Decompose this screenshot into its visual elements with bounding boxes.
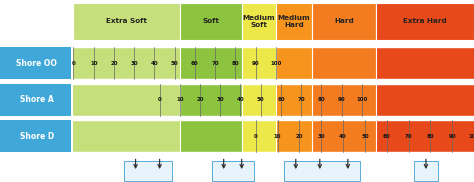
Text: 60: 60 — [383, 134, 391, 139]
Text: 20: 20 — [110, 61, 118, 66]
Bar — [212, 161, 254, 181]
Bar — [276, 47, 312, 79]
Text: 30: 30 — [130, 61, 138, 66]
Bar — [312, 47, 376, 79]
Text: Shore D: Shore D — [19, 132, 54, 141]
Text: 40: 40 — [237, 97, 244, 102]
Text: 90: 90 — [448, 134, 456, 139]
Text: 20: 20 — [196, 97, 204, 102]
Bar — [312, 120, 376, 152]
Text: Extra Soft: Extra Soft — [106, 18, 147, 24]
Text: 0: 0 — [254, 134, 257, 139]
Bar — [242, 3, 276, 40]
Text: 10: 10 — [176, 97, 183, 102]
Bar — [180, 3, 242, 40]
Bar — [312, 3, 376, 40]
Bar — [312, 84, 376, 116]
Text: 10: 10 — [274, 134, 281, 139]
Bar — [284, 161, 360, 181]
Text: 100: 100 — [356, 97, 367, 102]
Text: 90: 90 — [338, 97, 346, 102]
Text: Medium
Soft: Medium Soft — [242, 15, 275, 28]
Bar — [414, 161, 438, 181]
Bar — [276, 3, 312, 40]
Bar — [180, 47, 242, 79]
Text: 30: 30 — [217, 97, 224, 102]
Text: 100: 100 — [468, 134, 474, 139]
Text: 80: 80 — [318, 97, 325, 102]
Text: 0: 0 — [158, 97, 162, 102]
Text: 80: 80 — [427, 134, 434, 139]
Text: 50: 50 — [361, 134, 369, 139]
Bar — [276, 120, 312, 152]
Bar — [73, 47, 474, 79]
Text: 40: 40 — [339, 134, 347, 139]
Text: 60: 60 — [277, 97, 285, 102]
Bar — [242, 84, 276, 116]
Text: 40: 40 — [151, 61, 158, 66]
Bar — [276, 84, 312, 116]
Bar — [0, 84, 71, 116]
Text: 100: 100 — [270, 61, 282, 66]
Bar — [242, 120, 276, 152]
Bar — [376, 47, 474, 79]
Bar — [73, 3, 180, 40]
Bar — [0, 120, 71, 152]
Bar — [376, 3, 474, 40]
Bar — [73, 120, 180, 152]
Bar — [73, 120, 474, 152]
Bar — [73, 47, 180, 79]
Text: Hard: Hard — [334, 18, 354, 24]
Bar — [376, 120, 474, 152]
Text: 70: 70 — [405, 134, 412, 139]
Bar — [124, 161, 172, 181]
Bar — [242, 47, 276, 79]
Text: 90: 90 — [252, 61, 259, 66]
Text: 70: 70 — [211, 61, 219, 66]
Text: 70: 70 — [297, 97, 305, 102]
Bar — [0, 1, 474, 42]
Bar — [376, 84, 474, 116]
Text: 60: 60 — [191, 61, 199, 66]
Bar — [73, 84, 474, 116]
Text: 80: 80 — [231, 61, 239, 66]
Text: 10: 10 — [90, 61, 98, 66]
Text: Medium
Hard: Medium Hard — [277, 15, 310, 28]
Text: 20: 20 — [296, 134, 303, 139]
Text: 0: 0 — [72, 61, 75, 66]
Bar — [180, 120, 242, 152]
Text: Shore OO: Shore OO — [16, 59, 57, 68]
Bar — [0, 47, 71, 79]
Text: 30: 30 — [318, 134, 325, 139]
Bar — [180, 84, 242, 116]
Text: Extra Hard: Extra Hard — [403, 18, 447, 24]
Text: 50: 50 — [171, 61, 178, 66]
Text: Shore A: Shore A — [20, 95, 54, 104]
Text: Soft: Soft — [202, 18, 219, 24]
Text: 50: 50 — [257, 97, 264, 102]
Bar — [73, 84, 180, 116]
